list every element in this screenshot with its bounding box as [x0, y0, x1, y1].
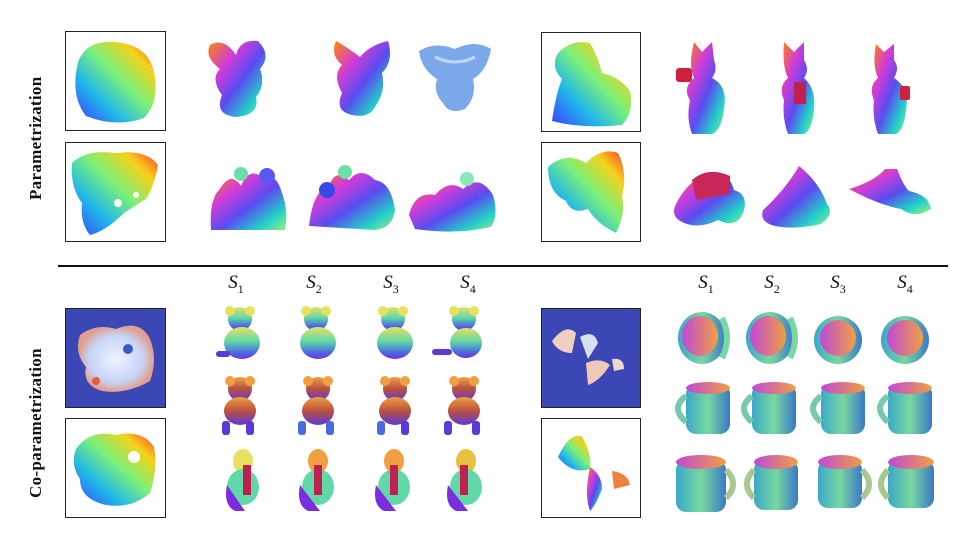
bear-model-s1-view-3 — [226, 449, 259, 511]
shape-label-s3: S3 — [383, 272, 399, 296]
mug-model-s3-view-1 — [814, 316, 862, 364]
mug-model-s2-view-3 — [744, 455, 798, 510]
mug-model-s3-view-2 — [810, 382, 865, 434]
shape-label-s2-right: S2 — [764, 272, 780, 296]
bear-model-s3-view-3 — [375, 449, 410, 511]
family-statue-model-view-3 — [409, 172, 496, 232]
shape-label-s4: S4 — [460, 272, 476, 296]
distortion-map-mug — [541, 308, 641, 408]
bear-model-s3-view-2 — [377, 376, 411, 435]
uv-map-fox — [541, 32, 641, 132]
bear-model-s1-view-2 — [222, 376, 256, 435]
gargoyle-model-view-3 — [419, 44, 491, 111]
row-label-parametrization: Parametrization — [26, 76, 45, 200]
bear-model-s3-view-1 — [377, 306, 413, 359]
shape-label-s2: S2 — [306, 272, 322, 296]
uv-map-gargoyle — [65, 31, 166, 131]
fox-figure-model-view-1 — [676, 42, 725, 134]
bear-model-s2-view-1 — [300, 306, 336, 359]
mug-model-s4-view-2 — [877, 382, 932, 434]
bear-model-s4-view-1 — [432, 306, 482, 358]
shape-label-s3-right: S3 — [830, 272, 846, 296]
mug-model-s1-view-1 — [678, 312, 730, 364]
mug-model-s1-view-2 — [675, 382, 730, 434]
fox-figure-model-view-3 — [871, 44, 910, 134]
uv-map-cloth — [541, 142, 641, 242]
bear-model-s4-view-2 — [444, 376, 480, 435]
mug-model-s4-view-3 — [878, 455, 934, 508]
bear-model-s2-view-3 — [299, 449, 334, 511]
mug-model-s3-view-3 — [818, 455, 872, 508]
mug-model-s2-view-1 — [746, 312, 798, 364]
cloth-model-view-3 — [849, 169, 931, 214]
mug-model-s2-view-2 — [741, 382, 796, 434]
family-statue-model-view-2 — [309, 165, 395, 230]
uv-map-family — [65, 142, 166, 242]
row-label-co-parametrization: Co-parametrization — [26, 348, 45, 498]
uv-map-bear — [65, 418, 166, 518]
family-statue-model-view-1 — [210, 167, 287, 230]
gargoyle-model-view-1 — [208, 40, 266, 117]
bear-model-s2-view-2 — [298, 376, 334, 435]
distortion-map-bear — [65, 308, 166, 408]
gargoyle-model-view-2 — [334, 41, 390, 116]
bear-model-s4-view-3 — [447, 449, 482, 511]
mug-model-s4-view-1 — [881, 316, 929, 364]
mug-model-s1-view-3 — [676, 455, 736, 512]
shape-label-s1: S1 — [228, 272, 244, 296]
cloth-model-view-1 — [674, 171, 745, 226]
section-divider — [58, 265, 948, 267]
shape-label-s1-right: S1 — [698, 272, 714, 296]
shape-label-s4-right: S4 — [897, 272, 913, 296]
cloth-model-view-2 — [762, 166, 830, 228]
bear-model-s1-view-1 — [216, 306, 260, 359]
uv-map-mug — [541, 418, 641, 518]
fox-figure-model-view-2 — [781, 42, 815, 134]
